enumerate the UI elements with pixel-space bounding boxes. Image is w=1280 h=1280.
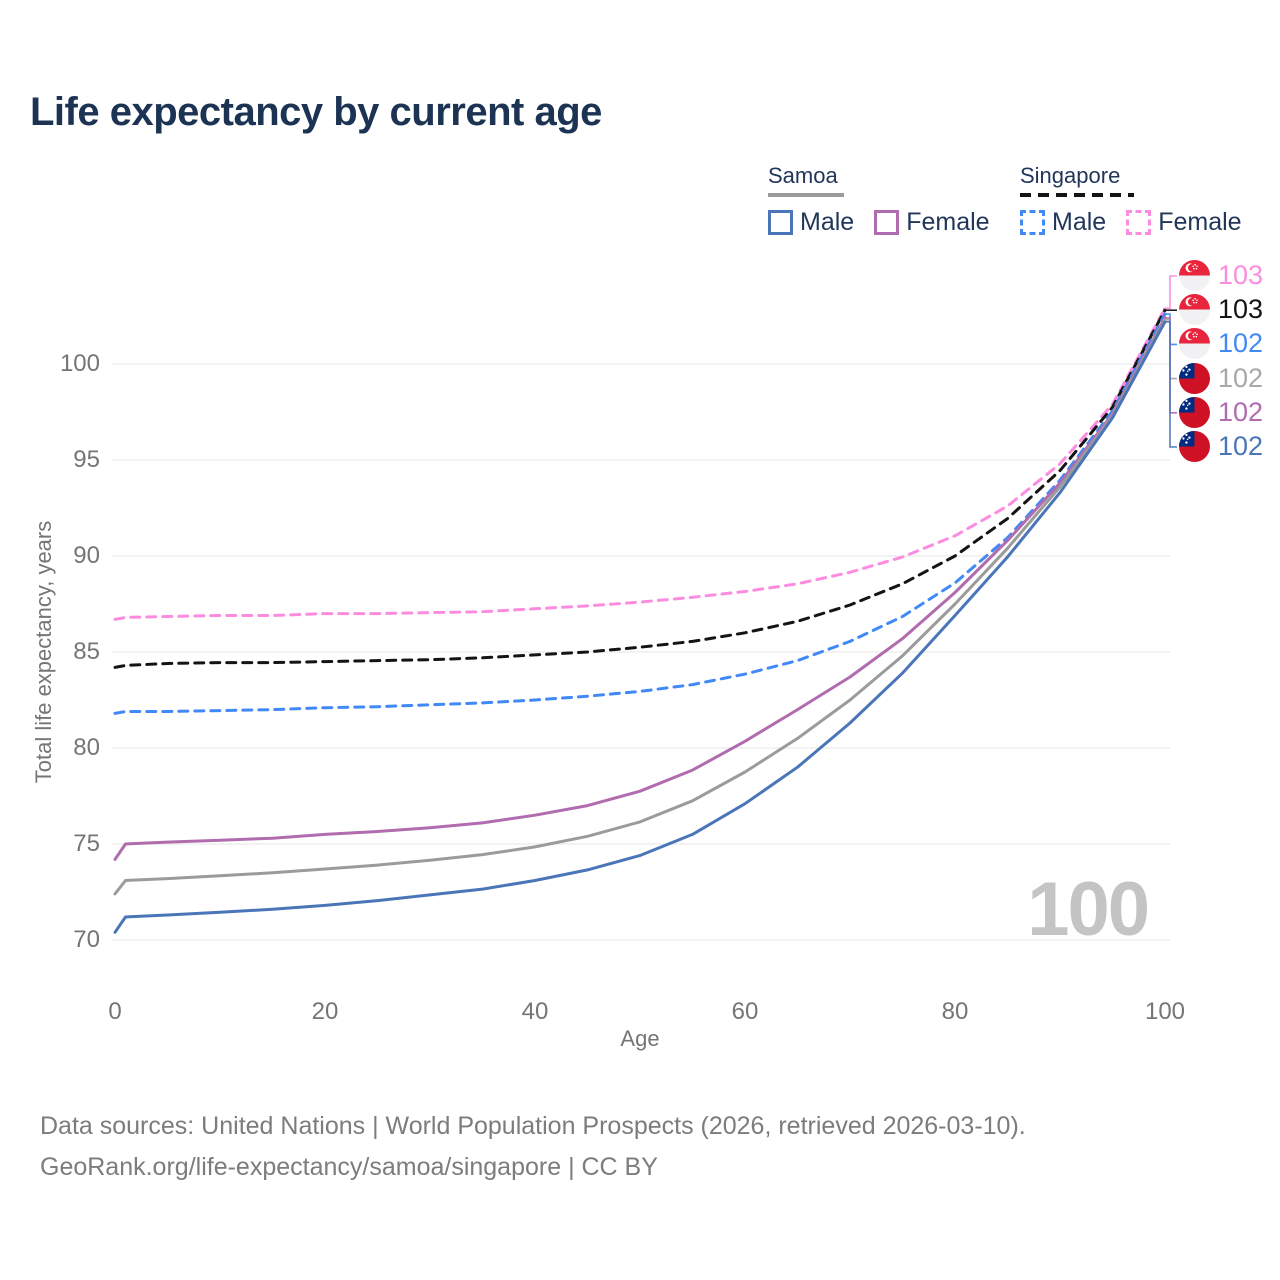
end-label-singapore_female[interactable]: 103 [1179, 260, 1263, 291]
legend-item-label: Male [800, 208, 855, 236]
singapore-female-swatch-icon [1126, 210, 1152, 235]
end-label-connector-samoa_male [1163, 321, 1177, 448]
end-label-value: 103 [1218, 260, 1264, 290]
end-label-samoa_female[interactable]: 102 [1179, 396, 1264, 428]
samoa-male-swatch-icon [768, 210, 793, 235]
legend-item-label: Male [1052, 208, 1107, 236]
footer-attribution: GeoRank.org/life-expectancy/samoa/singap… [40, 1153, 658, 1181]
end-label-value: 103 [1218, 294, 1264, 325]
legend-item-label: Female [1158, 208, 1242, 236]
samoa-flag-icon [1179, 396, 1210, 428]
series-line-singapore_female[interactable] [113, 306, 1167, 621]
legend-item-samoa-male[interactable]: Male [768, 208, 854, 237]
y-tick-label-100: 100 [59, 350, 100, 377]
series-line-singapore_all[interactable] [113, 308, 1167, 669]
series-line-samoa_all[interactable] [113, 318, 1167, 896]
end-label-value: 102 [1218, 328, 1264, 359]
y-tick-label-75: 75 [73, 830, 100, 857]
series-line-singapore_male[interactable] [113, 312, 1167, 715]
x-tick-label-0: 0 [108, 998, 122, 1025]
samoa-female-swatch-icon [874, 210, 900, 235]
singapore-male-swatch-icon [1020, 210, 1045, 235]
legend-group-samoa: Samoa Male Female [768, 163, 990, 237]
samoa-flag-icon [1179, 362, 1210, 394]
legend-group-title-samoa: Samoa [768, 163, 838, 188]
end-label-singapore_all[interactable]: 103 [1179, 294, 1264, 326]
y-tick-label-95: 95 [73, 446, 100, 473]
end-label-singapore_male[interactable]: 102 [1179, 328, 1264, 360]
x-axis-title: Age [620, 1026, 660, 1051]
end-label-connector-singapore_female [1163, 275, 1177, 310]
legend-item-label: Female [906, 208, 990, 236]
samoa-line-style-swatch [768, 193, 844, 197]
end-label-value: 102 [1218, 396, 1264, 427]
legend-group-title-singapore: Singapore [1020, 163, 1121, 188]
end-label-value: 102 [1218, 431, 1264, 461]
samoa-flag-icon [1179, 431, 1210, 462]
x-tick-label-20: 20 [311, 998, 339, 1025]
page-title: Life expectancy by current age [30, 90, 602, 134]
singapore-flag-icon [1179, 260, 1210, 291]
y-tick-label-90: 90 [73, 542, 100, 569]
singapore-flag-icon [1179, 294, 1210, 326]
legend-group-singapore: Singapore Male Female [1020, 163, 1242, 237]
end-label-samoa_all[interactable]: 102 [1179, 362, 1264, 394]
age-watermark: 100 [1027, 867, 1150, 952]
footer-data-sources: Data sources: United Nations | World Pop… [40, 1112, 1026, 1140]
x-tick-label-100: 100 [1144, 998, 1186, 1025]
x-tick-label-40: 40 [521, 998, 549, 1025]
legend-item-singapore-male[interactable]: Male [1020, 208, 1106, 237]
x-tick-label-80: 80 [941, 998, 969, 1025]
legend-item-samoa-female[interactable]: Female [874, 208, 990, 237]
x-tick-label-60: 60 [731, 998, 759, 1025]
end-label-samoa_male[interactable]: 102 [1179, 431, 1263, 462]
singapore-line-style-swatch [1020, 193, 1134, 197]
y-tick-label-70: 70 [73, 926, 100, 953]
footer: Data sources: United Nations | World Pop… [40, 1106, 1026, 1188]
end-label-value: 102 [1218, 362, 1264, 393]
series-line-samoa_female[interactable] [113, 316, 1167, 861]
legend-item-singapore-female[interactable]: Female [1126, 208, 1242, 237]
y-tick-label-85: 85 [73, 638, 100, 665]
y-tick-label-80: 80 [73, 734, 100, 761]
singapore-flag-icon [1179, 328, 1210, 360]
series-line-samoa_male[interactable] [113, 320, 1167, 934]
